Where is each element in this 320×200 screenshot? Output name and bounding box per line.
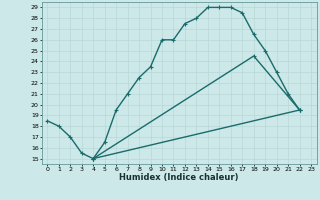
X-axis label: Humidex (Indice chaleur): Humidex (Indice chaleur) xyxy=(119,173,239,182)
